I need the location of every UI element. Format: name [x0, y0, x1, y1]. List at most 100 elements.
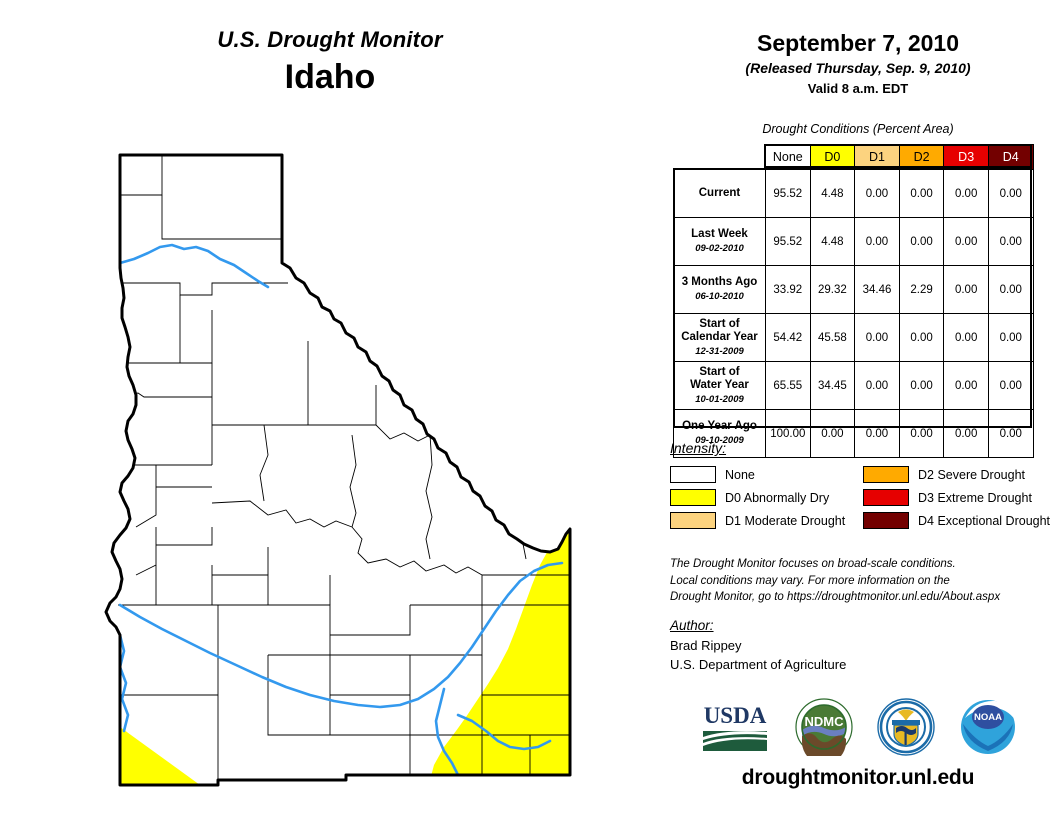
cell-d0: 4.48 — [809, 169, 856, 218]
river-snake — [118, 561, 564, 709]
cell-d0: 45.58 — [809, 313, 856, 362]
disclaimer-text: The Drought Monitor focuses on broad-sca… — [670, 556, 1050, 606]
cell-d2: 0.00 — [898, 361, 945, 410]
drought-overlay-group — [120, 525, 570, 785]
table-header-d2: D2 — [898, 144, 945, 170]
legend-label-none: None — [725, 467, 755, 482]
date-block: September 7, 2010 (Released Thursday, Se… — [660, 30, 1056, 96]
row-date: 09-02-2010 — [695, 243, 744, 255]
disclaimer-line-2: Local conditions may vary. For more info… — [670, 574, 950, 587]
cell-d3: 0.00 — [943, 409, 989, 458]
table-row: One Year Ago 09-10-2009 100.00 0.00 0.00 0.00… — [673, 409, 1034, 458]
cell-d4: 0.00 — [987, 313, 1034, 362]
cell-d3: 0.00 — [943, 313, 989, 362]
idaho-drought-map[interactable] — [100, 135, 580, 805]
table-header-d1: D1 — [854, 144, 900, 170]
legend-swatch-d2 — [863, 466, 909, 483]
row-label: Start of Water Year 10-01-2009 — [673, 361, 766, 410]
river-southeast-loop — [434, 687, 460, 777]
usda-logo-text: USDA — [704, 703, 767, 728]
cell-d4: 0.00 — [987, 217, 1034, 266]
cell-d4: 0.00 — [987, 409, 1034, 458]
cell-d1: 0.00 — [854, 361, 900, 410]
valid-date: September 7, 2010 — [756, 30, 959, 56]
row-date: 10-01-2009 — [695, 394, 744, 406]
legend-item-none: None — [670, 466, 863, 483]
cell-d4: 0.00 — [987, 361, 1034, 410]
cell-d4: 0.00 — [987, 265, 1034, 314]
valid-time: Valid 8 a.m. EDT — [807, 81, 909, 97]
commerce-logo[interactable] — [877, 698, 935, 756]
legend-swatch-d4 — [863, 512, 909, 529]
legend-label-d1: D1 Moderate Drought — [725, 513, 846, 528]
legend-swatch-none — [670, 466, 716, 483]
cell-none: 54.42 — [765, 313, 811, 362]
row-label: Start of Calendar Year 12-31-2009 — [673, 313, 766, 362]
table-row: Start of Calendar Year 12-31-2009 54.42 45.5… — [673, 313, 1034, 362]
legend-item-d1: D1 Moderate Drought — [670, 512, 863, 529]
legend-item-d2: D2 Severe Drought — [863, 466, 1056, 483]
page-title: U.S. Drought Monitor — [217, 27, 443, 52]
row-label: Current — [673, 169, 766, 218]
site-url[interactable]: droughtmonitor.unl.edu — [741, 766, 975, 789]
cell-d3: 0.00 — [943, 361, 989, 410]
row-date: 12-31-2009 — [695, 346, 744, 358]
author-name: Brad Rippey — [670, 638, 742, 653]
river-lines — [118, 243, 564, 777]
cell-none: 95.52 — [765, 169, 811, 218]
author-organization: U.S. Department of Agriculture — [670, 656, 847, 672]
noaa-logo[interactable]: NOAA — [959, 698, 1017, 756]
table-row: 3 Months Ago 06-10-2010 33.92 29.32 34.46 2.2… — [673, 265, 1034, 314]
legend-swatch-d3 — [863, 489, 909, 506]
logo-row: USDA NDMC — [660, 694, 1056, 760]
cell-d0: 34.45 — [809, 361, 856, 410]
ndmc-logo[interactable]: NDMC — [795, 698, 853, 756]
cell-d0: 4.48 — [809, 217, 856, 266]
legend-label-d3: D3 Extreme Drought — [918, 490, 1032, 505]
legend-item-d4: D4 Exceptional Drought — [863, 512, 1056, 529]
river-pend-oreille — [118, 243, 270, 289]
row-label: Last Week 09-02-2010 — [673, 217, 766, 266]
cell-d2: 0.00 — [898, 217, 945, 266]
cell-d3: 0.00 — [943, 265, 989, 314]
cell-d1: 0.00 — [854, 217, 900, 266]
state-title: Idaho — [284, 58, 376, 97]
table-caption: Drought Conditions (Percent Area) — [762, 122, 954, 136]
cell-none: 33.92 — [765, 265, 811, 314]
river-snake-west — [118, 633, 130, 733]
table-body: Current 95.52 4.48 0.00 0.00 0.00 0.00 Last Wee… — [673, 169, 1034, 458]
cell-d2: 0.00 — [898, 313, 945, 362]
release-date: (Released Thursday, Sep. 9, 2010) — [745, 60, 971, 77]
drought-conditions-table: None D0 D1 D2 D3 D4 Current 95.52 4.48 0.00 0.00 0… — [673, 144, 1034, 458]
legend-swatch-d1 — [670, 512, 716, 529]
table-header-none: None — [765, 144, 811, 170]
intensity-title: Intensity: — [670, 440, 727, 456]
cell-d3: 0.00 — [943, 217, 989, 266]
table-row: Last Week 09-02-2010 95.52 4.48 0.00 0.00 0.00… — [673, 217, 1034, 266]
map-svg[interactable] — [100, 135, 580, 805]
legend-item-d3: D3 Extreme Drought — [863, 489, 1056, 506]
county-boundaries — [118, 155, 570, 780]
d0-region-southeast — [430, 525, 570, 780]
cell-d2: 0.00 — [898, 169, 945, 218]
intensity-legend: Intensity: None D2 Severe Drought D0 Abnor… — [670, 440, 1056, 532]
legend-label-d4: D4 Exceptional Drought — [918, 513, 1051, 528]
row-date: 06-10-2010 — [695, 291, 744, 303]
info-panel: September 7, 2010 (Released Thursday, Se… — [660, 0, 1056, 816]
table-row: Start of Water Year 10-01-2009 65.55 34.45 0.… — [673, 361, 1034, 410]
cell-none: 65.55 — [765, 361, 811, 410]
cell-d1: 0.00 — [854, 169, 900, 218]
title-block: U.S. Drought Monitor Idaho — [0, 27, 660, 97]
cell-d2: 0.00 — [898, 409, 945, 458]
table-header: None D0 D1 D2 D3 D4 — [674, 144, 1034, 170]
cell-d2: 2.29 — [898, 265, 945, 314]
d0-region-southwest — [120, 727, 200, 785]
usda-logo[interactable]: USDA — [699, 699, 771, 755]
table-header-d4: D4 — [987, 144, 1034, 170]
legend-item-d0: D0 Abnormally Dry — [670, 489, 863, 506]
table-header-row: None D0 D1 D2 D3 D4 — [674, 144, 1034, 170]
row-label: 3 Months Ago 06-10-2010 — [673, 265, 766, 314]
cell-d1: 0.00 — [854, 313, 900, 362]
row-date: 09-10-2009 — [695, 435, 744, 447]
table-header-d3: D3 — [943, 144, 989, 170]
